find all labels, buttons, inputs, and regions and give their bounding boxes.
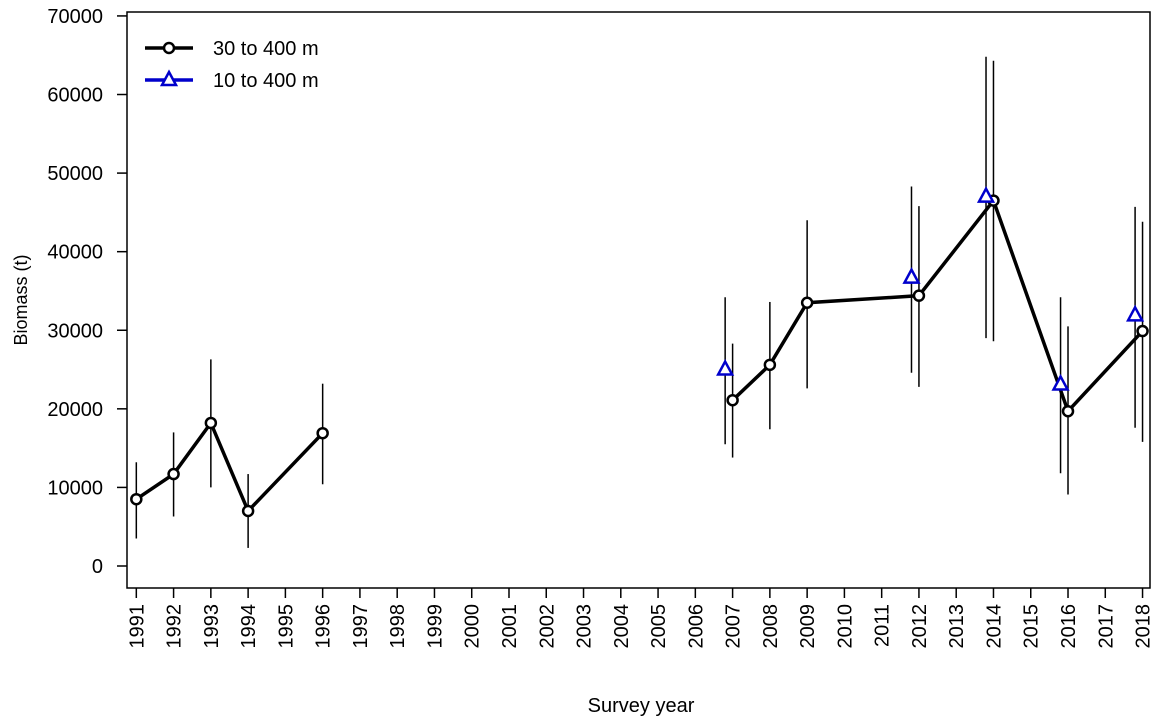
x-tick-label: 2001 [499, 604, 521, 649]
x-tick-label: 2012 [909, 604, 931, 649]
x-tick-label: 2018 [1133, 604, 1155, 649]
x-tick-label: 2011 [872, 604, 894, 647]
x-tick-label: 1991 [126, 604, 148, 649]
x-tick-label: 2014 [983, 604, 1005, 649]
point-marker [1125, 304, 1145, 322]
point-marker [316, 426, 329, 440]
x-axis-title: Survey year [588, 695, 695, 717]
x-tick-label: 2003 [574, 604, 596, 649]
point-marker [800, 296, 814, 310]
x-tick-label: 1994 [238, 604, 260, 649]
legend-marker [162, 41, 176, 55]
y-tick-label: 70000 [47, 6, 103, 28]
y-tick-label: 20000 [47, 399, 103, 421]
x-tick-label: 2010 [834, 604, 856, 649]
x-tick-label: 1992 [164, 604, 186, 649]
point-marker [912, 289, 926, 302]
point-marker [902, 266, 921, 284]
point-marker [1136, 324, 1149, 338]
plot-frame [126, 11, 1151, 589]
y-axis-title: Biomass (t) [11, 254, 31, 345]
point-marker [130, 492, 143, 506]
x-tick-label: 2009 [797, 604, 819, 649]
x-tick-label: 2008 [760, 604, 782, 649]
point-marker [716, 358, 735, 376]
series-line [135, 197, 1144, 515]
point-marker [726, 393, 739, 407]
x-tick-label: 2005 [648, 604, 670, 649]
point-marker [976, 186, 996, 203]
point-marker [167, 467, 180, 481]
point-marker [763, 358, 777, 372]
point-marker [241, 504, 255, 518]
x-tick-label: 1993 [201, 604, 223, 649]
x-tick-label: 2016 [1058, 604, 1080, 649]
y-tick-label: 10000 [47, 477, 103, 499]
x-tick-label: 1998 [387, 604, 409, 649]
y-tick-label: 30000 [47, 320, 103, 342]
legend-label: 10 to 400 m [213, 70, 319, 92]
x-tick-label: 1996 [313, 604, 335, 649]
y-tick-label: 60000 [47, 85, 103, 107]
y-tick-label: 50000 [47, 163, 103, 185]
x-tick-label: 2015 [1021, 604, 1043, 649]
x-tick-label: 2017 [1095, 604, 1117, 649]
legend-marker [159, 69, 179, 87]
x-tick-label: 1997 [350, 604, 372, 649]
x-tick-label: 2007 [723, 604, 745, 649]
legend-label: 30 to 400 m [213, 38, 319, 60]
x-tick-label: 1999 [424, 604, 446, 649]
point-marker [1051, 373, 1070, 391]
x-tick-label: 2004 [611, 604, 633, 649]
x-tick-label: 2002 [536, 604, 558, 649]
x-tick-label: 1995 [275, 604, 297, 649]
x-tick-label: 2000 [462, 604, 484, 649]
x-tick-label: 2006 [685, 604, 707, 649]
y-tick-label: 40000 [47, 242, 103, 264]
point-marker [204, 416, 218, 430]
x-tick-label: 2013 [946, 604, 968, 649]
y-tick-label: 0 [92, 556, 103, 578]
point-marker [1061, 404, 1075, 418]
